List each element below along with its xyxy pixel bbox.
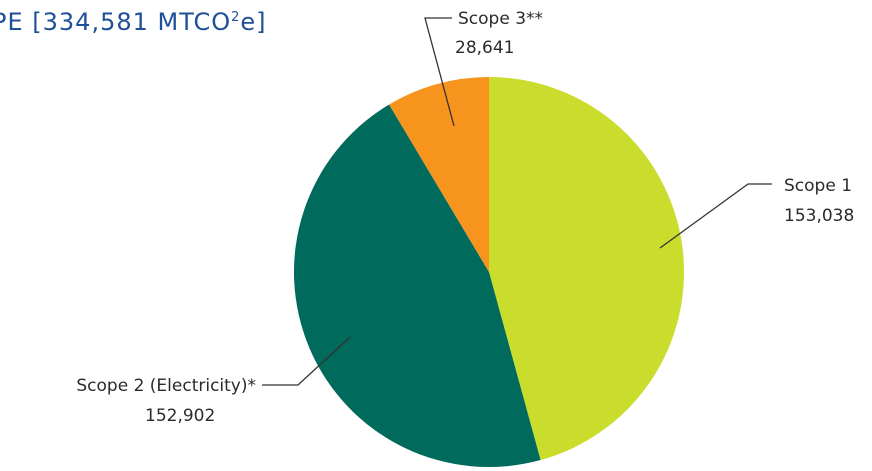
- slice-value-label-scope-3: 28,641: [455, 38, 514, 58]
- chart-title: PE [334,581 MTCO2e]: [0, 8, 267, 36]
- slice-value-label-scope-2-electricity: 152,902: [145, 406, 215, 426]
- leader-line-scope-2-electricity: [262, 336, 351, 386]
- slice-value-label-scope-1: 153,038: [784, 206, 854, 226]
- chart-title-suffix: e]: [240, 8, 267, 36]
- leader-line-scope-1: [659, 183, 772, 249]
- slice-labels: Scope 1 153,038 Scope 2 (Electricity)* 152,…: [76, 9, 854, 426]
- chart-title-superscript: 2: [231, 10, 241, 25]
- pie-slice-scope-3: [389, 77, 489, 272]
- leader-line-scope-3: [424, 17, 455, 127]
- slice-name-label-scope-3: Scope 3**: [458, 9, 543, 29]
- slice-name-label-scope-2-electricity: Scope 2 (Electricity)*: [76, 376, 256, 396]
- pie-slices: [293, 77, 685, 468]
- slice-name-label-scope-1: Scope 1: [784, 176, 852, 196]
- pie-slice-scope-2-electricity: [293, 104, 541, 468]
- chart-title-prefix: PE [334,581 MTCO: [0, 8, 232, 36]
- leader-lines: [262, 17, 772, 386]
- pie-slice-scope-1: [489, 77, 685, 461]
